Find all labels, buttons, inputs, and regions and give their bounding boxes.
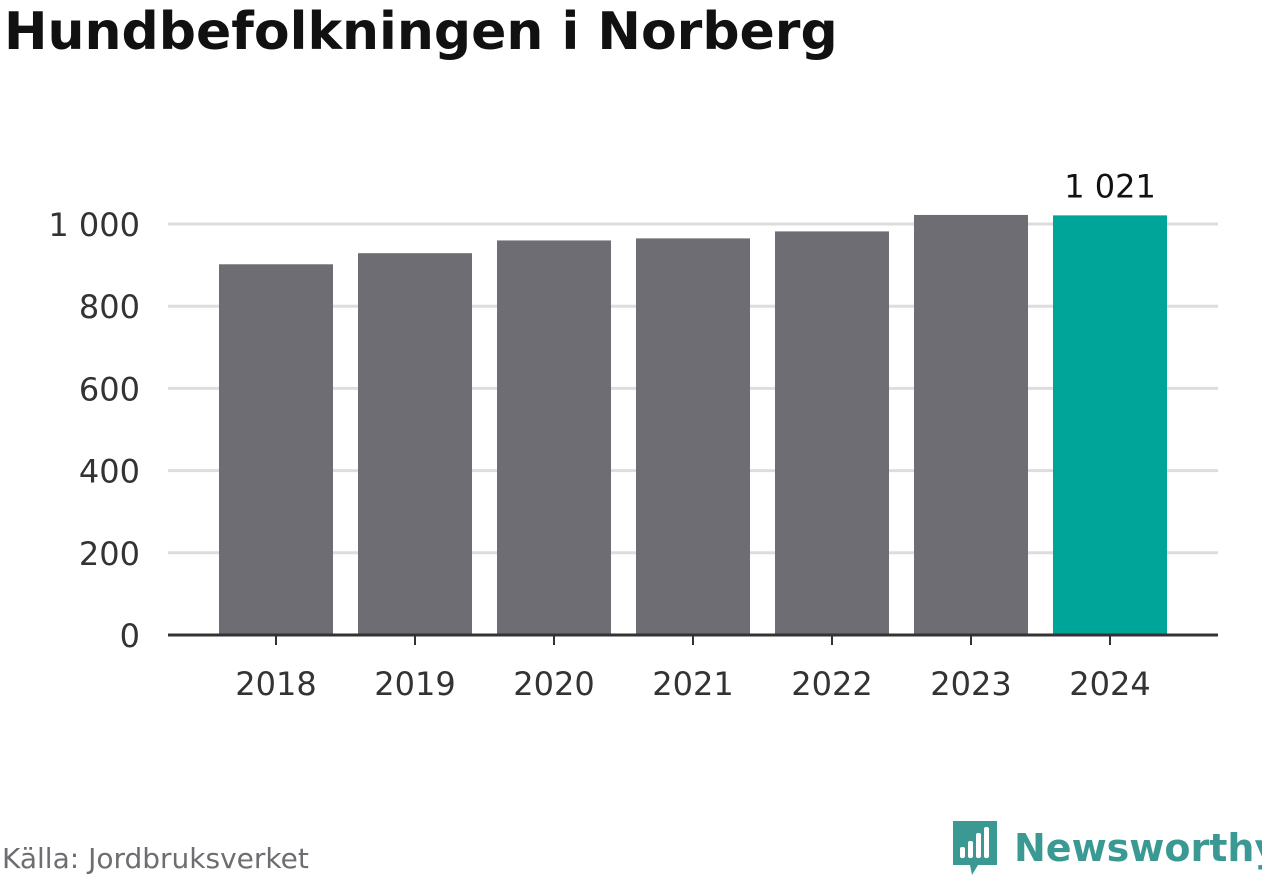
data-label: 1 021: [1064, 167, 1156, 205]
x-tick-label: 2018: [235, 665, 316, 703]
y-tick-label: 1 000: [48, 206, 140, 244]
bar-2021: [636, 238, 750, 635]
bar-2018: [219, 264, 333, 635]
bar-2022: [775, 231, 889, 635]
y-tick-label: 400: [79, 453, 140, 491]
x-tick-label: 2023: [930, 665, 1011, 703]
bar-chart: 0 200 400 600 800 1 000 2018 2019 2020 2021 2022 20…: [48, 167, 1218, 703]
bar-2019: [358, 253, 472, 635]
x-tick-label: 2021: [652, 665, 733, 703]
bar-layer: [219, 214, 1167, 635]
x-tick-label: 2022: [791, 665, 872, 703]
y-tick-label: 600: [79, 370, 140, 408]
y-tick-label: 0: [120, 617, 140, 655]
label-layer: 0 200 400 600 800 1 000 2018 2019 2020 2021 2022 20…: [48, 167, 1218, 703]
brand-name: Newsworthy: [1014, 826, 1262, 870]
chart-title: Hundbefolkningen i Norberg: [4, 2, 838, 62]
bar-2024: [1053, 215, 1167, 635]
x-tick-label: 2019: [374, 665, 455, 703]
bar-2020: [497, 240, 611, 635]
y-tick-label: 800: [79, 288, 140, 326]
bar-2023: [914, 214, 1028, 635]
source-note: Källa: Jordbruksverket: [2, 842, 309, 875]
x-tick-label: 2024: [1069, 665, 1150, 703]
x-tick-label: 2020: [513, 665, 594, 703]
newsworthy-logo-icon: [953, 821, 997, 875]
brand-logo: Newsworthy: [950, 818, 1262, 878]
y-tick-label: 200: [79, 535, 140, 573]
